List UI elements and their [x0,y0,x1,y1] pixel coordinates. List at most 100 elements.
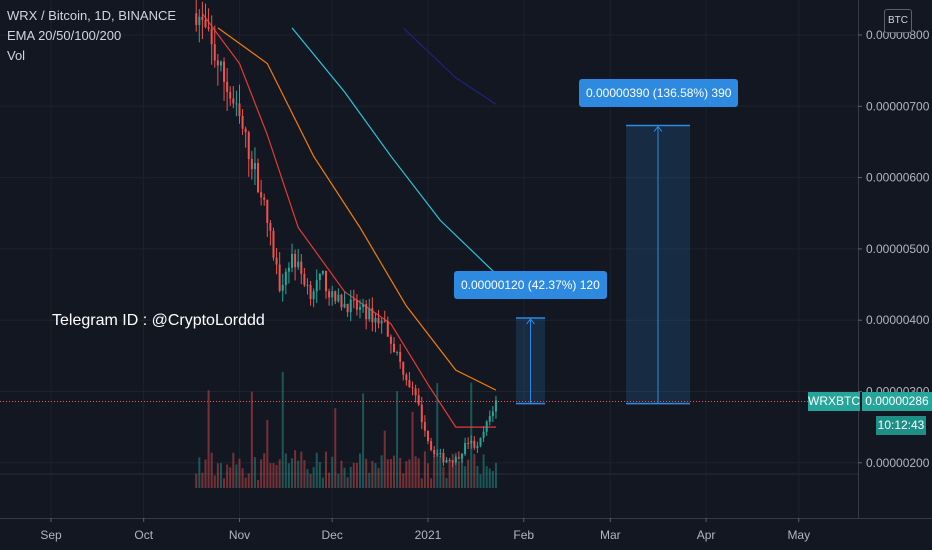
candle-body [244,128,247,133]
y-tick-label: 0.00000600 [866,171,930,185]
candle-body [334,291,337,302]
volume-bar [467,459,470,488]
x-tick-label: May [787,528,810,542]
candle-body [195,13,198,25]
volume-bar [331,456,334,488]
volume-bar [315,452,318,488]
volume-bar [325,451,328,488]
volume-bar [448,460,451,488]
volume-bar [476,465,479,488]
volume-bar [491,471,494,488]
y-tick-label: 0.00000800 [866,28,930,42]
volume-bar [445,478,448,488]
volume-bar [201,472,204,488]
volume-bar [291,458,294,488]
candle-body [473,440,476,448]
candle-body [448,460,451,462]
candle-body [467,443,470,445]
volume-bar [464,466,467,488]
volume-bar [460,457,463,488]
price-axis-bg [858,0,932,550]
volume-bar [343,467,346,488]
candle-body [328,291,331,298]
ema-indicator-label[interactable]: EMA 20/50/100/200 [7,28,122,43]
volume-bar [241,468,244,488]
volume-bar [263,453,266,488]
candles [195,0,497,468]
candle-body [420,404,423,423]
candle-body [346,303,349,313]
candle-body [352,299,355,301]
measure-arrow-head [526,318,535,325]
candle-body [207,27,210,29]
measure-boxes [516,124,690,405]
candle-body [451,460,454,463]
volume-bar [250,391,253,488]
volume-bar [396,391,399,488]
chart-legend: WRX / Bitcoin, 1D, BINANCE EMA 20/50/100… [7,6,176,66]
measure-label-small: 0.00000120 (42.37%) 120 [454,271,607,299]
candle-body [408,380,411,388]
candle-body [491,411,494,417]
volume-bar [426,463,429,488]
candle-body [426,430,429,442]
x-tick-label: Sep [40,528,62,542]
volume-bar [238,458,241,488]
volume-bar [346,477,349,488]
volume-indicator-label[interactable]: Vol [7,48,26,63]
volume-bar [272,463,275,488]
volume-bar [337,473,340,488]
candle-body [297,261,300,268]
volume-bar [423,451,426,488]
candle-body [309,284,312,300]
candle-body [204,19,207,28]
candle-body [368,308,371,320]
volume-bar [433,455,436,488]
candle-body [464,443,467,454]
candle-body [383,320,386,322]
candle-body [235,103,238,105]
ema-lines [201,13,497,428]
symbol-title: WRX / Bitcoin, 1D, BINANCE [7,8,177,23]
candle-body [389,336,392,344]
y-tick-label: 0.00000700 [866,99,930,113]
x-tick-label: Nov [229,528,250,542]
x-tick-label: Dec [322,528,343,542]
volume-bar [216,463,219,488]
x-tick-label: Oct [134,528,153,542]
candle-body [476,445,479,448]
candle-body [321,270,324,274]
candle-body [223,61,226,82]
chart-grid [0,0,858,518]
candle-body [198,16,201,25]
last-price-tag: 0.00000286 [862,392,932,411]
candle-body [300,261,303,274]
candle-body [482,431,485,438]
volume-bar [318,461,321,488]
candle-body [433,449,436,455]
volume-bar [266,419,269,488]
candle-body [238,103,241,116]
volume-bar [232,452,235,488]
volume-bar [408,459,411,488]
candle-body [216,60,219,66]
candle-body [423,422,426,431]
volume-bar [482,454,485,488]
candle-body [402,361,405,375]
volume-bar [334,408,337,488]
candle-body [331,291,334,298]
volume-bar [229,467,232,488]
volume-bar [383,430,386,488]
candle-body [386,321,389,337]
measure-arrow-head [653,125,663,132]
volume-bar [247,473,250,488]
candle-body [260,192,263,198]
candle-body [303,273,306,285]
volume-bar [287,463,290,488]
volume-bar [321,477,324,488]
volume-bar [328,472,331,488]
candle-body [454,457,457,463]
currency-button[interactable]: BTC [884,9,912,33]
volume-bar [451,453,454,488]
